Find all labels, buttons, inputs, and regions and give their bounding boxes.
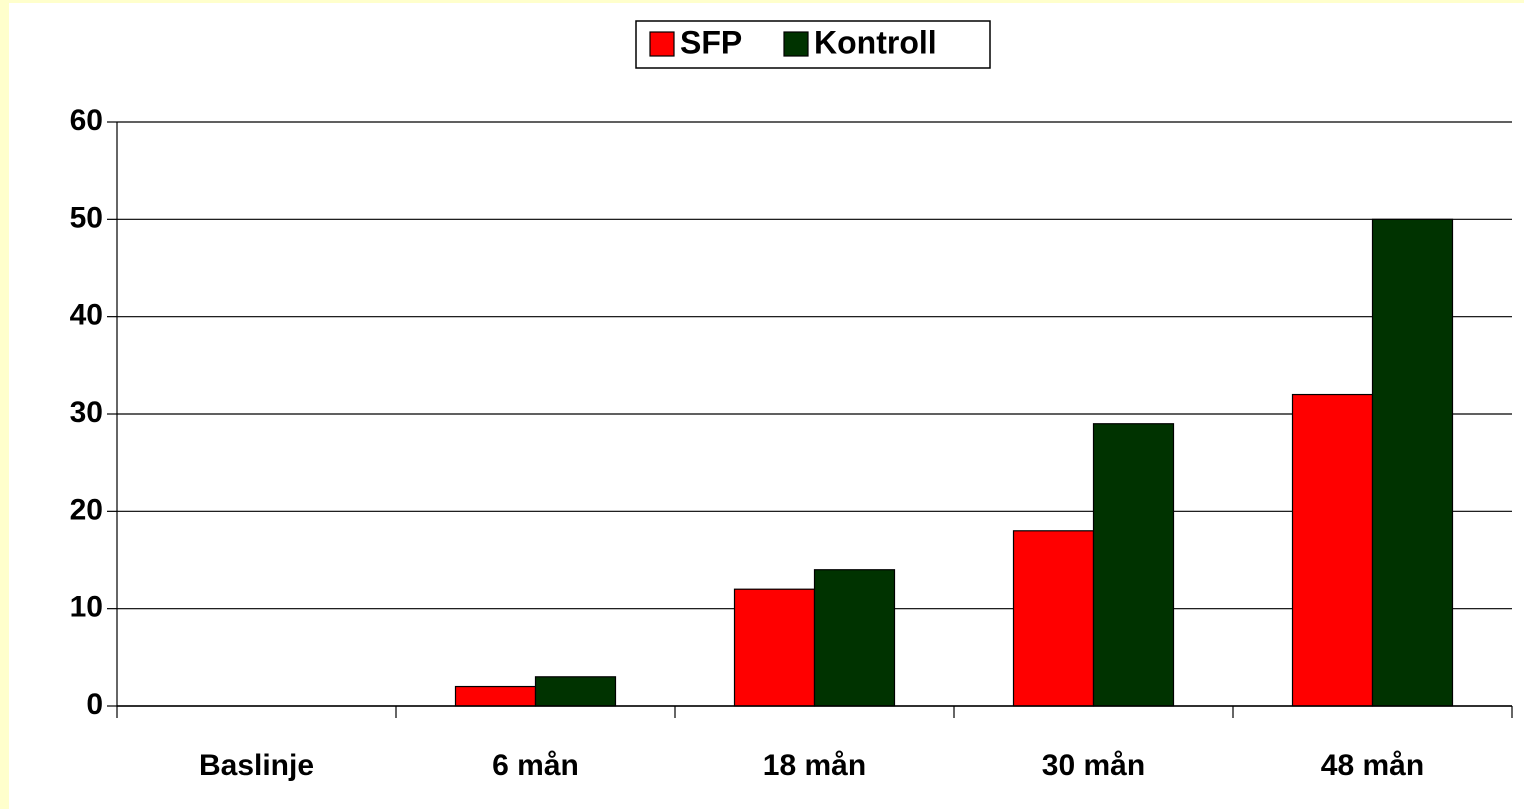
bar	[813, 569, 896, 707]
x-tick-label: Baslinje	[199, 749, 314, 782]
x-tick-label: 48 mån	[1321, 749, 1424, 782]
y-tick-label: 30	[70, 396, 103, 429]
y-tick-label: 50	[70, 201, 103, 234]
bar	[534, 676, 617, 707]
side-strip	[0, 0, 9, 809]
x-tick-label: 6 mån	[492, 749, 579, 782]
legend-swatch	[783, 31, 809, 57]
x-tick-label: 30 mån	[1042, 749, 1145, 782]
bar	[1371, 218, 1454, 707]
legend-swatch	[649, 31, 675, 57]
legend-box	[635, 20, 991, 69]
legend-label: Kontroll	[814, 24, 937, 60]
bar	[1291, 393, 1374, 707]
y-tick-label: 0	[86, 688, 103, 721]
bar	[454, 685, 537, 707]
y-tick-label: 20	[70, 493, 103, 526]
top-strip	[0, 0, 1524, 3]
y-tick-label: 10	[70, 591, 103, 624]
bar	[1092, 423, 1175, 707]
bar	[733, 588, 816, 707]
bar	[1012, 530, 1095, 707]
x-tick-label: 18 mån	[763, 749, 866, 782]
y-tick-label: 60	[70, 104, 103, 137]
y-tick-label: 40	[70, 299, 103, 332]
legend-label: SFP	[680, 24, 742, 60]
